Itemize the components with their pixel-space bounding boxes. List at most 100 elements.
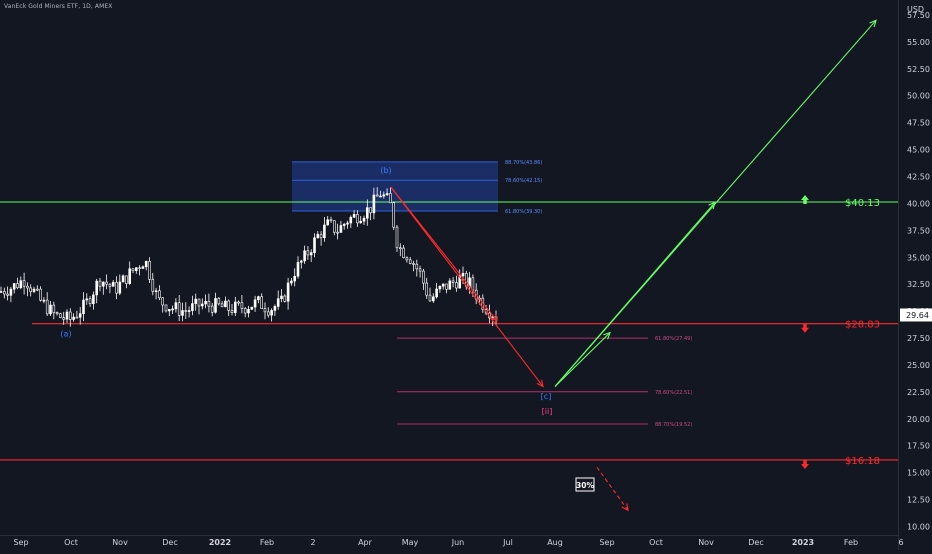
candle <box>187 306 191 318</box>
candle <box>290 277 293 286</box>
candle <box>55 311 59 316</box>
candle <box>161 297 164 313</box>
candle <box>329 216 333 223</box>
y-tick-label: 42.50 <box>907 172 930 181</box>
candle <box>372 187 376 220</box>
candle <box>121 274 125 283</box>
x-tick-label: Nov <box>698 538 714 547</box>
candle <box>260 293 264 309</box>
candle <box>303 245 306 264</box>
y-tick-label: 35.00 <box>907 253 930 262</box>
candle <box>276 290 280 310</box>
x-tick-label: 6 <box>898 538 903 547</box>
projection-arrow-alt <box>596 466 629 512</box>
candle <box>135 267 138 274</box>
candle <box>201 298 204 310</box>
candle <box>174 298 178 313</box>
x-tick-label: Oct <box>649 538 663 547</box>
candle <box>488 304 491 324</box>
currency-unit: USD <box>907 5 925 14</box>
candle <box>45 292 49 316</box>
x-tick-label: Nov <box>112 538 128 547</box>
candle <box>194 293 197 311</box>
candle <box>253 295 257 312</box>
candle <box>0 286 3 293</box>
candle <box>458 269 462 289</box>
candle <box>12 282 16 294</box>
candle <box>85 293 89 305</box>
candle <box>92 291 95 310</box>
candle <box>171 305 174 315</box>
candle <box>425 277 429 299</box>
candle <box>111 280 115 287</box>
candle <box>402 245 405 259</box>
candle <box>95 278 98 304</box>
y-tick-label: 37.50 <box>907 226 930 235</box>
candle <box>382 191 386 199</box>
candle <box>273 304 277 316</box>
candle <box>214 292 217 314</box>
candle <box>128 261 131 285</box>
arrow-down-icon <box>801 459 809 469</box>
candle <box>405 256 409 263</box>
y-tick-label: 17.50 <box>907 442 930 451</box>
x-tick-label: Oct <box>64 538 78 547</box>
y-tick-label: 50.00 <box>907 92 930 101</box>
candle <box>438 285 442 293</box>
candle <box>69 308 72 327</box>
candle <box>379 190 382 198</box>
y-tick-label: 15.00 <box>907 469 930 478</box>
candle <box>49 301 52 316</box>
candle <box>349 215 353 229</box>
candle <box>16 277 19 290</box>
candle <box>39 286 42 302</box>
fib-label-upper: 61.80%(39.30) <box>505 209 542 215</box>
candle <box>164 304 168 313</box>
candle <box>257 295 260 304</box>
candle <box>240 295 244 314</box>
x-tick-label: Jul <box>502 538 513 547</box>
candle <box>365 199 369 226</box>
candle <box>82 292 85 322</box>
candle <box>336 223 339 240</box>
svg-text:30%: 30% <box>576 481 594 490</box>
candle <box>418 265 422 278</box>
fib-label-lower: 61.80%(27.49) <box>655 336 692 342</box>
candle <box>448 278 452 290</box>
y-tick-label: 57.50 <box>907 11 930 20</box>
x-tick-label: Aug <box>547 538 563 547</box>
candle <box>224 296 227 308</box>
candle <box>168 309 171 317</box>
candle <box>154 287 158 300</box>
candle <box>359 215 363 224</box>
arrow-down-icon <box>801 323 809 333</box>
candle <box>428 287 432 302</box>
symbol-title: VanEck Gold Miners ETF, 1D, AMEX <box>4 3 113 10</box>
candle <box>177 294 181 322</box>
candle <box>408 257 412 265</box>
x-tick-label: May <box>402 538 419 547</box>
candle <box>339 220 343 233</box>
candle <box>316 231 320 239</box>
candle <box>210 302 214 317</box>
candle <box>88 295 92 307</box>
candle <box>332 220 336 236</box>
x-tick-label: Dec <box>748 538 763 547</box>
candle <box>309 249 313 263</box>
candle <box>115 276 118 300</box>
candle <box>323 217 326 242</box>
candle <box>398 243 402 257</box>
projection-arrow-up-mid <box>554 331 611 387</box>
y-tick-label: 52.50 <box>907 65 930 74</box>
price-level-label: $28.83 <box>845 320 880 331</box>
x-tick-label: Feb <box>844 538 858 547</box>
x-tick-label: 2 <box>310 538 315 547</box>
candle <box>234 296 237 317</box>
candle <box>184 302 188 320</box>
candle <box>32 286 36 294</box>
candle <box>22 272 26 295</box>
y-tick-label: 47.50 <box>907 119 930 128</box>
candle <box>415 259 419 277</box>
